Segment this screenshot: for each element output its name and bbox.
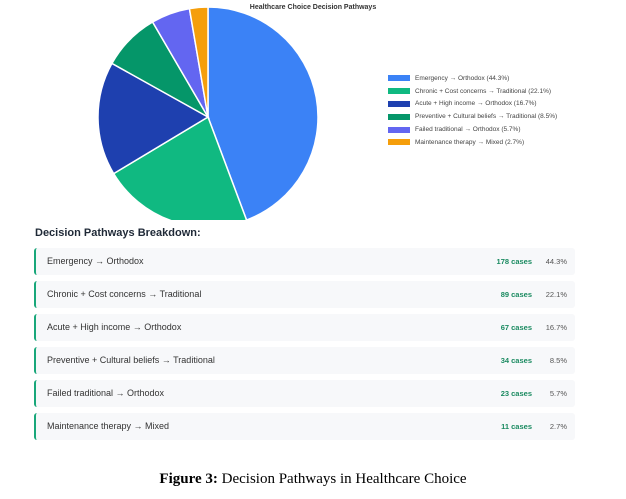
legend-swatch — [388, 113, 410, 120]
legend-swatch — [388, 75, 410, 82]
row-label: Emergency → Orthodox — [47, 256, 144, 266]
legend-item: Emergency → Orthodox (44.3%) — [388, 72, 557, 85]
pie-slice-3 — [97, 62, 210, 175]
row-percent: 2.7% — [549, 422, 567, 431]
row-percent: 16.7% — [545, 323, 567, 332]
breakdown-list: Emergency → Orthodox 178 cases 44.3% Chroni… — [34, 248, 575, 446]
legend-swatch — [388, 139, 410, 146]
breakdown-title: Decision Pathways Breakdown: — [35, 227, 201, 239]
legend-item: Chronic + Cost concerns → Traditional (2… — [388, 85, 557, 98]
row-cases: 67 cases — [500, 323, 532, 332]
row-percent: 5.7% — [549, 389, 567, 398]
legend-swatch — [388, 88, 410, 95]
legend-label: Emergency → Orthodox (44.3%) — [415, 74, 510, 82]
legend-swatch — [388, 126, 410, 133]
figure-caption: Figure 3: Decision Pathways in Healthcar… — [0, 471, 626, 488]
row-label: Chronic + Cost concerns → Traditional — [47, 289, 202, 299]
pie-slice-1 — [207, 6, 319, 220]
breakdown-row: Failed traditional → Orthodox 23 cases 5.7… — [34, 380, 575, 407]
row-label: Acute + High income → Orthodox — [47, 322, 182, 332]
legend-swatch — [388, 100, 410, 107]
row-percent: 22.1% — [545, 290, 567, 299]
row-cases: 34 cases — [500, 356, 532, 365]
legend-item: Maintenance therapy → Mixed (2.7%) — [388, 136, 557, 149]
legend-label: Chronic + Cost concerns → Traditional (2… — [415, 87, 552, 95]
row-cases: 23 cases — [500, 389, 532, 398]
breakdown-row: Emergency → Orthodox 178 cases 44.3% — [34, 248, 575, 275]
breakdown-row: Acute + High income → Orthodox 67 cases 16… — [34, 314, 575, 341]
row-label: Preventive + Cultural beliefs → Traditio… — [47, 355, 215, 365]
legend-item: Failed traditional → Orthodox (5.7%) — [388, 123, 557, 136]
caption-label: Figure 3: — [159, 471, 218, 487]
row-cases: 11 cases — [501, 422, 532, 431]
pie-chart — [97, 6, 319, 220]
legend-label: Failed traditional → Orthodox (5.7%) — [415, 126, 521, 134]
legend-item: Acute + High income → Orthodox (16.7%) — [388, 98, 557, 111]
pie-slice-6 — [188, 6, 209, 118]
pie-slice-2 — [112, 115, 248, 220]
row-percent: 8.5% — [549, 356, 567, 365]
row-percent: 44.3% — [545, 257, 567, 266]
legend-item: Preventive + Cultural beliefs → Traditio… — [388, 110, 557, 123]
row-cases: 89 cases — [500, 290, 532, 299]
row-label: Maintenance therapy → Mixed — [47, 421, 170, 431]
caption-text: Decision Pathways in Healthcare Choice — [217, 471, 467, 487]
breakdown-row: Preventive + Cultural beliefs → Traditio… — [34, 347, 575, 374]
row-label: Failed traditional → Orthodox — [47, 388, 165, 398]
legend: Emergency → Orthodox (44.3%) Chronic + Co… — [388, 72, 557, 149]
breakdown-row: Maintenance therapy → Mixed 11 cases 2.7% — [34, 413, 575, 440]
legend-label: Preventive + Cultural beliefs → Traditio… — [415, 113, 558, 121]
legend-label: Maintenance therapy → Mixed (2.7%) — [415, 138, 525, 146]
legend-label: Acute + High income → Orthodox (16.7%) — [415, 100, 537, 108]
breakdown-row: Chronic + Cost concerns → Traditional 89 … — [34, 281, 575, 308]
row-cases: 178 cases — [496, 257, 532, 266]
chart-title: Healthcare Choice Decision Pathways — [249, 4, 377, 11]
